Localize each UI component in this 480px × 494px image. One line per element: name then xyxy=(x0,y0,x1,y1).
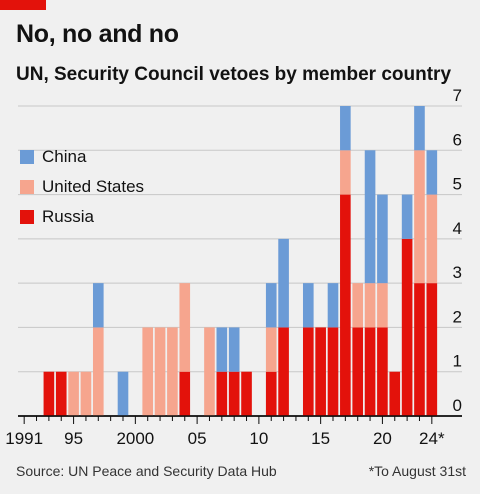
bar-united-states-2018 xyxy=(352,283,364,328)
y-tick-label: 4 xyxy=(453,219,462,238)
bar-united-states-2003 xyxy=(167,327,178,416)
bar-united-states-2024 xyxy=(426,194,438,284)
x-tick-label: 95 xyxy=(64,429,83,448)
bar-russia-2022 xyxy=(401,238,413,416)
bar-united-states-2020 xyxy=(377,283,388,328)
legend-swatch-russia xyxy=(20,210,34,224)
y-tick-label: 3 xyxy=(453,263,462,282)
bar-russia-2024 xyxy=(426,283,438,416)
bar-united-states-1996 xyxy=(80,371,92,416)
chart-subtitle: UN, Security Council vetoes by member co… xyxy=(16,64,452,85)
y-tick-label: 7 xyxy=(453,86,462,105)
bar-united-states-2004 xyxy=(179,283,191,372)
y-tick-label: 5 xyxy=(453,175,462,194)
legend-item-united-states: United States xyxy=(20,172,144,202)
bar-china-2024 xyxy=(426,150,438,195)
bar-russia-2016 xyxy=(327,327,339,416)
bar-china-2012 xyxy=(278,238,289,328)
x-tick-label: 1991 xyxy=(5,429,43,448)
x-tick-label: 10 xyxy=(249,429,268,448)
bar-china-2020 xyxy=(377,194,388,284)
bar-russia-2018 xyxy=(352,327,364,416)
bar-united-states-2019 xyxy=(364,283,376,328)
bar-russia-2015 xyxy=(315,327,326,416)
chart-legend: China United States Russia xyxy=(20,142,144,232)
bar-china-2011 xyxy=(265,283,277,328)
bar-united-states-2017 xyxy=(340,150,351,195)
bar-united-states-2011 xyxy=(265,327,277,372)
bar-russia-2008 xyxy=(228,371,240,416)
x-tick-label: 20 xyxy=(373,429,392,448)
legend-item-russia: Russia xyxy=(20,202,144,232)
y-tick-label: 0 xyxy=(453,396,462,415)
bar-china-2014 xyxy=(302,283,314,328)
bar-russia-1994 xyxy=(55,371,67,416)
bar-united-states-1995 xyxy=(68,371,79,416)
x-tick-label: 24* xyxy=(419,429,445,448)
bar-russia-2012 xyxy=(278,327,289,416)
bar-china-2023 xyxy=(414,106,425,151)
bar-russia-1993 xyxy=(43,371,55,416)
bar-china-2007 xyxy=(216,327,228,372)
bar-china-2008 xyxy=(228,327,240,372)
source-note: Source: UN Peace and Security Data Hub xyxy=(16,463,277,479)
bar-russia-2020 xyxy=(377,327,388,416)
y-tick-label: 6 xyxy=(453,130,462,149)
bar-russia-2019 xyxy=(364,327,376,416)
bar-russia-2023 xyxy=(414,283,425,416)
bar-china-2019 xyxy=(364,150,376,284)
bar-china-2016 xyxy=(327,283,339,328)
bar-russia-2007 xyxy=(216,371,228,416)
bar-russia-2009 xyxy=(241,371,252,416)
bar-russia-2017 xyxy=(340,194,351,416)
bar-russia-2011 xyxy=(265,371,277,416)
x-tick-label: 15 xyxy=(311,429,330,448)
x-tick-label: 2000 xyxy=(116,429,154,448)
chart-title: No, no and no xyxy=(16,20,179,48)
bar-russia-2021 xyxy=(389,371,401,416)
bar-china-2017 xyxy=(340,106,351,151)
y-tick-label: 2 xyxy=(453,307,462,326)
y-tick-label: 1 xyxy=(453,352,462,371)
bar-united-states-2006 xyxy=(204,327,215,416)
legend-label-united-states: United States xyxy=(42,177,145,196)
bar-china-1997 xyxy=(92,283,104,328)
bar-china-1999 xyxy=(117,371,129,416)
bar-united-states-2023 xyxy=(414,150,425,284)
legend-label-china: China xyxy=(42,147,87,166)
bar-united-states-2002 xyxy=(154,327,166,416)
bar-united-states-1997 xyxy=(92,327,104,416)
bar-russia-2014 xyxy=(302,327,314,416)
bar-china-2022 xyxy=(401,194,413,239)
legend-item-china: China xyxy=(20,142,144,172)
brand-tag xyxy=(0,0,46,10)
legend-swatch-china xyxy=(20,150,34,164)
legend-swatch-united-states xyxy=(20,180,34,194)
legend-label-russia: Russia xyxy=(42,207,94,226)
footnote: *To August 31st xyxy=(368,463,466,479)
bar-russia-2004 xyxy=(179,371,191,416)
bar-united-states-2001 xyxy=(142,327,154,416)
x-tick-label: 05 xyxy=(188,429,207,448)
